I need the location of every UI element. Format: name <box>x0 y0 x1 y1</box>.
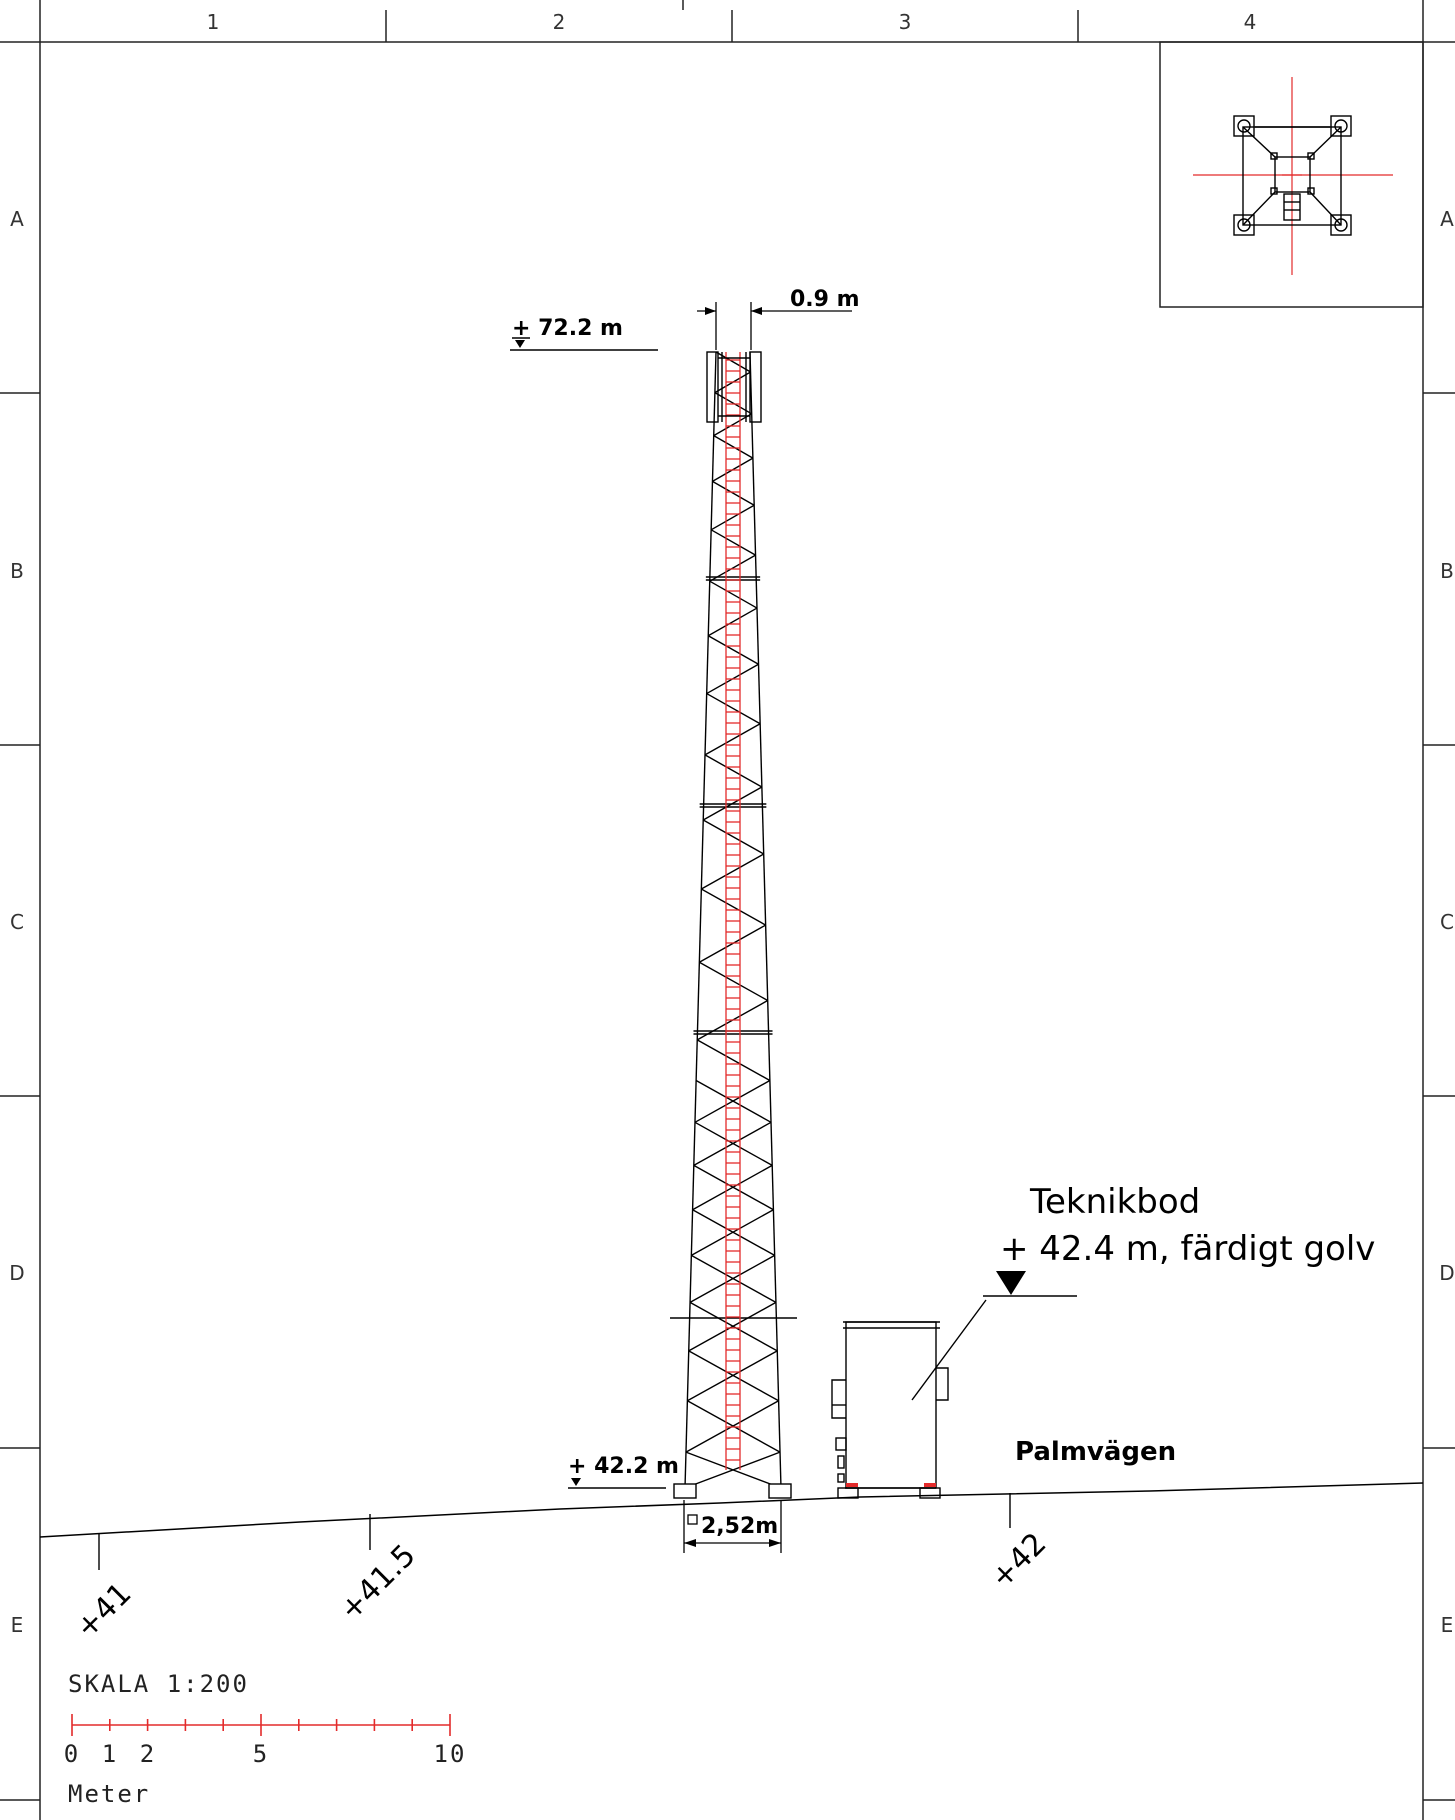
row-label-a-right: A <box>1440 207 1454 231</box>
ground-line <box>39 1482 1424 1538</box>
column-label-4: 4 <box>1244 10 1257 34</box>
shed-floor-label: + 42.4 m, färdigt golv <box>1000 1229 1375 1269</box>
row-labels-right: A B C D E <box>1439 207 1454 1637</box>
scale-unit: Meter <box>68 1780 150 1808</box>
row-labels-left: A B C D E <box>9 207 24 1637</box>
road-label: Palmvägen <box>1015 1437 1176 1467</box>
row-label-b-right: B <box>1440 559 1454 583</box>
row-label-b: B <box>10 559 24 583</box>
base-width-dimension <box>683 1500 782 1553</box>
row-label-d: D <box>9 1261 24 1285</box>
contour-label-42: +42 <box>984 1526 1054 1596</box>
shed-footing-marks <box>846 1483 936 1487</box>
row-label-e: E <box>11 1613 24 1637</box>
top-height-marker: + 72.2 m <box>510 316 658 351</box>
top-height-label: + 72.2 m <box>512 316 623 341</box>
scale-tick-5: 5 <box>253 1740 269 1768</box>
column-label-2: 2 <box>553 10 566 34</box>
tower-ladder <box>725 352 741 1470</box>
equipment-shed <box>831 1299 987 1499</box>
row-label-c: C <box>10 910 24 934</box>
contour-label-41-5: +41.5 <box>333 1538 423 1628</box>
antenna-head <box>706 351 762 423</box>
column-labels: 1 2 3 4 <box>207 10 1257 34</box>
base-width-label: 2,52m <box>701 1514 778 1539</box>
contour-label-41: +41 <box>69 1576 139 1646</box>
top-width-label: 0.9 m <box>790 287 860 312</box>
scale-tick-0: 0 <box>64 1740 80 1768</box>
row-label-e-right: E <box>1441 1613 1454 1637</box>
column-label-3: 3 <box>899 10 912 34</box>
scale-tick-10: 10 <box>434 1740 467 1768</box>
scale-bar <box>71 1714 451 1736</box>
shed-title-label: Teknikbod <box>1029 1182 1200 1222</box>
scale-title: SKALA 1:200 <box>68 1670 249 1698</box>
row-label-a: A <box>10 207 24 231</box>
scale-tick-2: 2 <box>140 1740 156 1768</box>
base-height-marker: + 42.2 m <box>568 1454 679 1489</box>
row-label-c-right: C <box>1440 910 1454 934</box>
tower-footings <box>673 1483 792 1499</box>
base-height-label: + 42.2 m <box>568 1454 679 1479</box>
plan-view-inset <box>1159 41 1424 308</box>
top-width-dimension <box>697 302 852 350</box>
shed-floor-marker <box>983 1271 1077 1297</box>
row-label-d-right: D <box>1439 1261 1454 1285</box>
scale-tick-1: 1 <box>102 1740 118 1768</box>
contour-ticks <box>98 1493 1011 1570</box>
scale-tick-labels: 0 1 2 5 10 <box>64 1740 467 1768</box>
column-label-1: 1 <box>207 10 220 34</box>
